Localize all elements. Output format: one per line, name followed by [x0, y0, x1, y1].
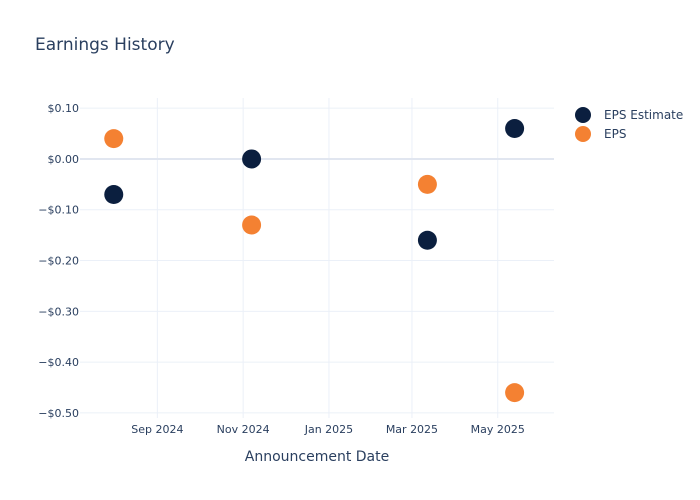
x-axis-title: Announcement Date [245, 449, 389, 465]
data-point [242, 215, 262, 235]
data-point [242, 149, 262, 169]
y-tick-label: $0.10 [48, 102, 80, 115]
data-point [505, 383, 525, 403]
x-tick-label: Sep 2024 [131, 423, 183, 436]
plot-area [104, 118, 525, 403]
x-tick-label: Mar 2025 [386, 423, 438, 436]
y-tick-label: −$0.30 [38, 305, 79, 318]
chart-title: Earnings History [35, 35, 175, 55]
data-point [104, 129, 124, 149]
legend-marker [575, 126, 591, 142]
legend-marker [575, 107, 591, 123]
legend: EPS Estimate EPS [575, 107, 683, 142]
data-point [417, 174, 437, 194]
y-axis: $0.10 $0.00 −$0.10 −$0.20 −$0.30 −$0.40 −$0.50 [38, 102, 79, 420]
grid [80, 98, 554, 418]
x-tick-label: Nov 2024 [217, 423, 270, 436]
y-tick-label: −$0.40 [38, 356, 79, 369]
legend-label: EPS Estimate [604, 108, 683, 122]
data-point [417, 230, 437, 250]
x-tick-label: May 2025 [471, 423, 525, 436]
data-point [505, 118, 525, 138]
legend-label: EPS [604, 127, 626, 141]
x-axis: Sep 2024 Nov 2024 Jan 2025 Mar 2025 May 2025 [131, 423, 525, 436]
y-tick-label: −$0.50 [38, 407, 79, 420]
y-tick-label: $0.00 [48, 153, 80, 166]
y-tick-label: −$0.20 [38, 255, 79, 268]
x-tick-label: Jan 2025 [304, 423, 353, 436]
y-tick-label: −$0.10 [38, 204, 79, 217]
data-point [104, 185, 124, 205]
